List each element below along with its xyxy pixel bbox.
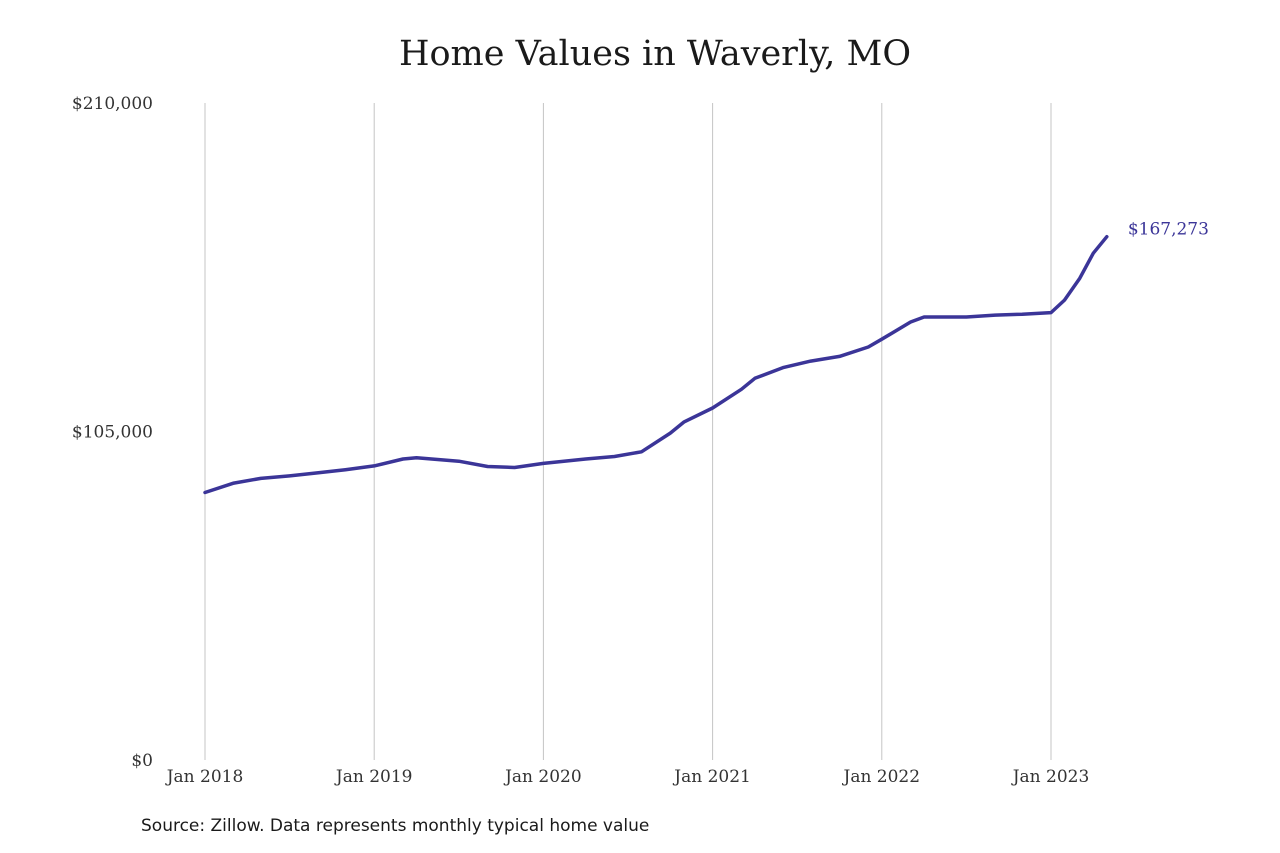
x-tick-label: Jan 2020 [503,767,582,787]
end-value-label: $167,273 [1128,220,1209,240]
series-lines [203,234,1109,495]
y-axis-ticks: $0 $105,000 $210,000 [72,94,153,771]
x-tick-label: Jan 2022 [842,767,921,787]
x-tick-label: Jan 2019 [334,767,413,787]
x-axis-ticks: Jan 2018 Jan 2019 Jan 2020 Jan 2021 Jan 2022… [165,767,1090,787]
source-note: Source: Zillow. Data represents monthly … [141,816,650,836]
x-tick-label: Jan 2018 [165,767,244,787]
y-tick-label: $210,000 [72,94,153,114]
chart-title: Home Values in Waverly, MO [398,34,912,74]
y-tick-label: $105,000 [72,423,153,443]
gridlines [204,103,1052,760]
x-tick-label: Jan 2023 [1011,767,1090,787]
data-labels: $167,273 [1128,220,1209,240]
series-line [203,234,1109,495]
x-tick-label: Jan 2021 [672,767,751,787]
y-tick-label: $0 [131,751,153,771]
